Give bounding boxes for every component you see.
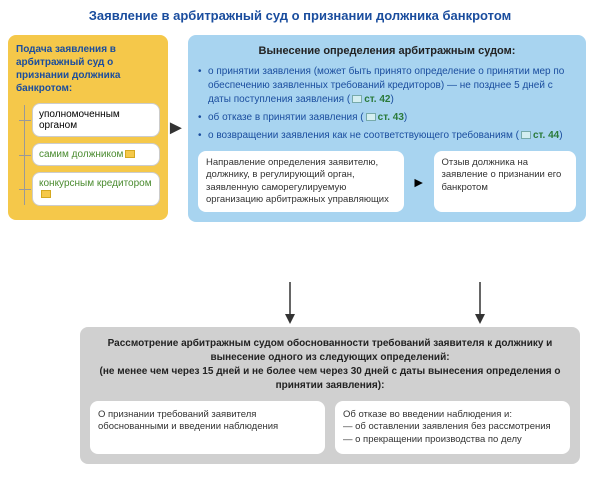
- bottom-panel: Рассмотрение арбитражным судом обоснован…: [80, 327, 580, 464]
- doc-icon: [352, 95, 362, 103]
- article-ref: ст. 42: [364, 94, 390, 105]
- badge-icon: [125, 150, 135, 158]
- article-ref: ст. 43: [378, 112, 404, 123]
- bullet-return: о возвращении заявления как не соответст…: [198, 129, 576, 143]
- badge-icon: [41, 190, 51, 198]
- left-panel-header: Подача заявления в арбитражный суд о при…: [16, 43, 160, 95]
- entity-creditor: конкурсным кредитором: [32, 172, 160, 206]
- entity-authorized: уполномоченным органом: [32, 103, 160, 137]
- right-panel-header: Вынесение определения арбитражным судом:: [198, 45, 576, 57]
- entity-label: конкурсным кредитором: [39, 178, 152, 189]
- arrow-down-icon: [470, 282, 490, 327]
- arrow-right-icon: ►: [410, 151, 428, 212]
- sub-row: Направление определения заявителю, должн…: [198, 151, 576, 212]
- right-panel: Вынесение определения арбитражным судом:…: [188, 35, 586, 222]
- arrow-down-icon: [280, 282, 300, 327]
- bullet-refuse: об отказе в принятии заявления (ст. 43): [198, 111, 576, 125]
- diagram-container: Подача заявления в арбитражный суд о при…: [0, 27, 600, 497]
- left-panel: Подача заявления в арбитражный суд о при…: [8, 35, 168, 220]
- bottom-box-refuse: Об отказе во введении наблюдения и: — об…: [335, 401, 570, 454]
- bottom-header: Рассмотрение арбитражным судом обоснован…: [90, 337, 570, 393]
- bottom-box-accept: О признании требований заявителя обоснов…: [90, 401, 325, 454]
- doc-icon: [366, 113, 376, 121]
- entity-label: самим должником: [39, 149, 123, 160]
- arrow-right-icon: ►: [166, 117, 186, 140]
- entity-debtor: самим должником: [32, 143, 160, 166]
- bottom-row: О признании требований заявителя обоснов…: [90, 401, 570, 454]
- article-ref: ст. 44: [533, 130, 559, 141]
- bullet-list: о принятии заявления (может быть принято…: [198, 65, 576, 143]
- bullet-accept: о принятии заявления (может быть принято…: [198, 65, 576, 107]
- sub-box-send: Направление определения заявителю, должн…: [198, 151, 404, 212]
- main-title: Заявление в арбитражный суд о признании …: [0, 0, 600, 27]
- entity-label: уполномоченным органом: [39, 109, 120, 131]
- doc-icon: [521, 131, 531, 139]
- sub-box-response: Отзыв должника на заявление о признании …: [434, 151, 576, 212]
